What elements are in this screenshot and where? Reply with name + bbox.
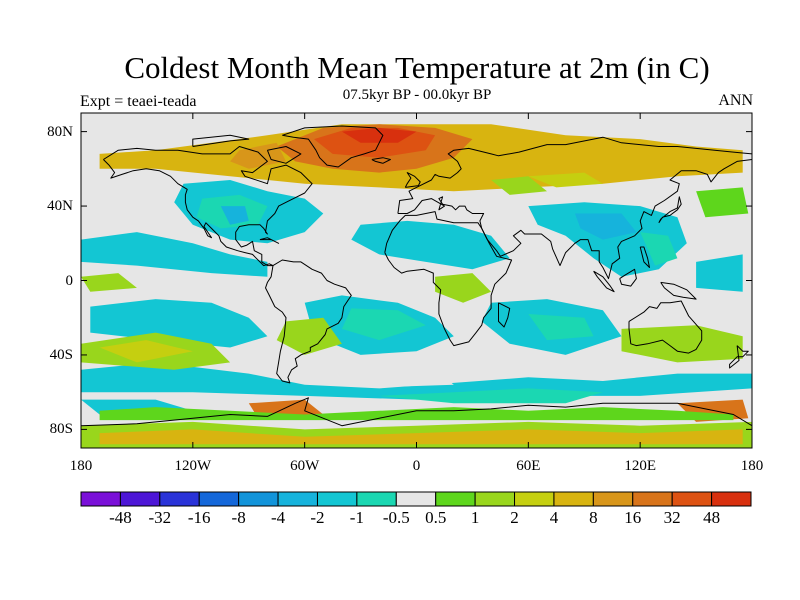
lon-label-180e: 180 <box>740 458 764 474</box>
colorbar-swatch <box>316 491 358 507</box>
anomaly-region <box>547 254 581 277</box>
colorbar-swatch <box>553 491 594 507</box>
colorbar-label: 48 <box>703 508 721 527</box>
colorbar-swatch <box>671 491 713 507</box>
colorbar <box>80 491 752 507</box>
colorbar-label: 4 <box>549 508 559 527</box>
anomaly-region <box>491 176 547 195</box>
colorbar-swatch <box>159 491 200 507</box>
coastline <box>265 259 352 384</box>
anomaly-region <box>341 127 417 143</box>
colorbar-label: -0.5 <box>382 508 410 527</box>
colorbar-swatch <box>592 491 634 507</box>
coastline <box>658 196 682 224</box>
figure-title: Coldest Month Mean Temperature at 2m (in… <box>124 50 710 85</box>
anomaly-region <box>230 291 264 311</box>
coastline <box>259 237 280 244</box>
season-label: ANN <box>718 92 753 109</box>
lat-label-40n: 40N <box>47 198 73 215</box>
coastline <box>282 125 384 168</box>
anomaly-region <box>90 299 268 348</box>
anomaly-region <box>220 206 249 225</box>
coastline <box>498 302 511 328</box>
anomaly-region <box>435 273 492 303</box>
colorbar-swatch <box>80 491 121 507</box>
anomaly-region <box>99 407 734 421</box>
anomaly-region <box>341 308 426 341</box>
anomaly-region <box>99 340 193 363</box>
colorbar-label: -32 <box>148 508 172 527</box>
anomaly-region <box>99 429 743 445</box>
coastline <box>619 268 637 287</box>
figure-subtitle: 07.5kyr BP - 00.0kyr BP <box>342 87 492 103</box>
lon-label-60e: 60E <box>516 458 541 474</box>
colorbar-label: 16 <box>624 508 642 527</box>
anomaly-region <box>528 172 603 188</box>
colorbar-label: 8 <box>589 508 598 527</box>
colorbar-label: 0.5 <box>425 508 447 527</box>
coastline <box>404 172 421 188</box>
coastline <box>192 134 250 147</box>
coastline <box>628 300 703 354</box>
coastline <box>384 211 513 347</box>
anomaly-region <box>379 369 454 387</box>
colorbar-swatch <box>198 491 240 507</box>
colorbar-swatch <box>395 491 437 507</box>
anomaly-region <box>696 187 749 218</box>
colorbar-swatch <box>119 491 161 507</box>
axis-ticks <box>80 113 753 448</box>
coastline <box>266 146 302 164</box>
coastline <box>593 270 615 293</box>
colorbar-label: -8 <box>231 508 246 527</box>
lon-label-180w: 180 <box>69 458 93 474</box>
coastlines <box>81 125 752 427</box>
coastline <box>103 146 313 267</box>
colorbar-swatch <box>277 491 318 507</box>
coastline <box>660 281 697 300</box>
lat-label-80s: 80S <box>49 421 73 438</box>
lat-label-80n: 80N <box>47 123 73 140</box>
colorbar-swatch <box>474 491 516 507</box>
lon-label-120w: 120W <box>174 458 212 474</box>
colorbar-swatch <box>356 491 397 507</box>
anomaly-region <box>276 317 342 355</box>
colorbar-swatch <box>238 491 279 507</box>
colorbar-swatch <box>435 491 476 507</box>
anomaly-region <box>81 273 137 292</box>
coastline <box>81 397 752 427</box>
colorbar-label: 32 <box>663 508 681 527</box>
coastline <box>397 136 752 280</box>
colorbar-swatch <box>711 491 752 507</box>
lat-label-0: 0 <box>65 272 74 289</box>
coastline <box>729 345 749 369</box>
anomaly-region <box>118 183 165 203</box>
experiment-label: Expt = teaei-teada <box>80 93 197 110</box>
colorbar-swatch <box>514 491 555 507</box>
anomaly-region <box>574 213 637 240</box>
anomaly-region <box>640 232 678 266</box>
colorbar-label: 2 <box>510 508 519 527</box>
colorbar-swatch <box>632 491 673 507</box>
anomaly-region <box>696 254 743 292</box>
anomaly-region <box>621 325 743 363</box>
anomaly-region <box>379 388 603 404</box>
colorbar-label: -2 <box>310 508 325 527</box>
colorbar-label: -4 <box>270 508 286 527</box>
colorbar-label: -16 <box>187 508 211 527</box>
lon-label-0: 0 <box>412 458 421 474</box>
lon-label-120e: 120E <box>624 458 656 474</box>
lon-label-60w: 60W <box>290 458 320 474</box>
anomaly-region <box>81 362 752 400</box>
anomaly-region <box>81 232 268 277</box>
anomaly-region <box>528 314 594 341</box>
lat-label-40s: 40S <box>49 346 73 363</box>
coastline <box>639 246 650 268</box>
colorbar-label: -1 <box>349 508 364 527</box>
coastline <box>371 157 391 164</box>
colorbar-label: -48 <box>109 508 132 527</box>
colorbar-label: 1 <box>470 508 480 527</box>
